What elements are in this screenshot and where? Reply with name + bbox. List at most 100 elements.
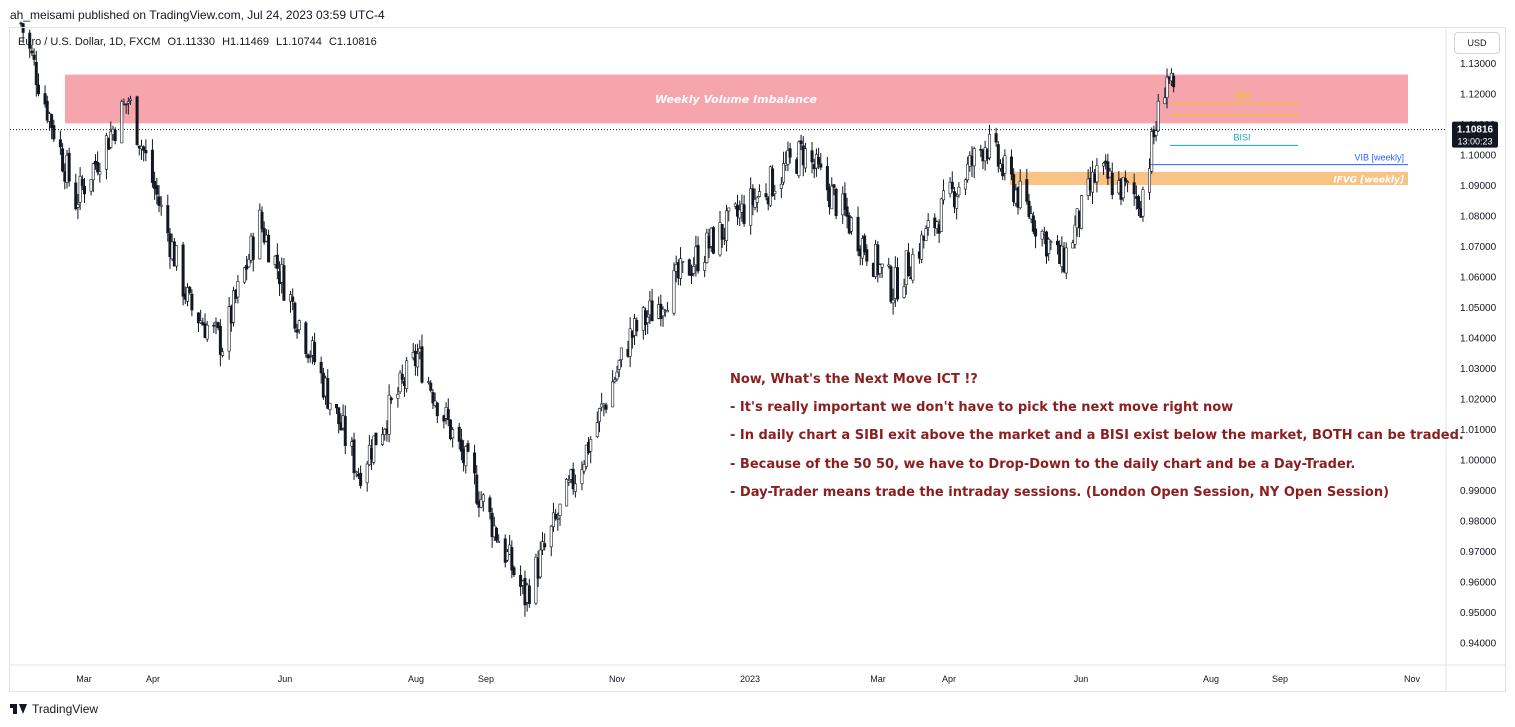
- y-tick-label: 1.04000: [1460, 334, 1497, 345]
- y-tick-label: 1.07000: [1460, 242, 1497, 253]
- candle-body: [856, 216, 860, 252]
- candle-body: [32, 54, 36, 60]
- candle-body: [497, 541, 501, 543]
- candle-body: [863, 235, 867, 253]
- candle-body: [1101, 162, 1105, 167]
- candle-body: [78, 175, 82, 203]
- last-price-value: 1.10816: [1457, 125, 1494, 136]
- candle-body: [580, 469, 584, 484]
- candle-body: [159, 204, 163, 207]
- x-tick-label: Mar: [76, 674, 92, 684]
- candle-body: [817, 157, 821, 165]
- candle-body: [512, 567, 516, 576]
- candle-body: [979, 148, 983, 151]
- candle-body: [58, 139, 62, 148]
- y-tick-label: 1.05000: [1460, 303, 1497, 314]
- candle-body: [429, 382, 433, 391]
- candle-body: [1025, 179, 1029, 202]
- candle-body: [420, 346, 424, 383]
- candle-body: [67, 152, 71, 182]
- candle-body: [1141, 189, 1145, 217]
- candle-body: [543, 543, 547, 548]
- candle-body: [924, 228, 928, 242]
- candle-body: [295, 329, 299, 333]
- candle-body: [359, 472, 363, 486]
- candle-body: [672, 270, 676, 314]
- candle-body: [788, 148, 792, 158]
- x-tick-label: Mar: [870, 674, 886, 684]
- candle-body: [494, 527, 498, 541]
- candle-body: [1040, 231, 1044, 240]
- candle-body: [604, 404, 608, 410]
- candle-body: [1110, 172, 1114, 196]
- candle-body: [166, 205, 170, 234]
- currency-button[interactable]: USD: [1454, 32, 1500, 54]
- candle-body: [89, 179, 93, 192]
- candle-body: [282, 265, 286, 301]
- candle-body: [703, 262, 707, 271]
- candle-body: [61, 148, 65, 172]
- candle-body: [457, 426, 461, 442]
- candle-body: [1156, 100, 1160, 132]
- candle-body: [757, 191, 761, 197]
- candle-body: [431, 392, 435, 404]
- candle-body: [124, 103, 128, 106]
- candle-body: [157, 196, 161, 206]
- y-tick-label: 0.99000: [1460, 486, 1497, 497]
- candle-body: [832, 184, 836, 188]
- candle-body: [242, 267, 246, 283]
- candle-body: [490, 512, 494, 538]
- y-tick-label: 1.08000: [1460, 212, 1497, 223]
- candle-body: [21, 23, 25, 33]
- candle-body: [926, 220, 930, 228]
- candle-body: [687, 259, 691, 276]
- close-value: C1.10816: [328, 36, 377, 48]
- candle-body: [120, 101, 124, 144]
- note-line: - In daily chart a SIBI exit above the m…: [730, 428, 1464, 444]
- candle-body: [1064, 247, 1068, 274]
- y-tick-label: 0.97000: [1460, 547, 1497, 558]
- candle-body: [742, 204, 746, 224]
- candle-body: [876, 244, 880, 275]
- candle-body: [902, 286, 906, 298]
- candle-body: [326, 378, 330, 409]
- vib-weekly-level-label: VIB [weekly]: [1354, 153, 1404, 163]
- y-tick-label: 1.09000: [1460, 181, 1497, 192]
- candle-body: [567, 480, 571, 483]
- candle-body: [1154, 130, 1158, 136]
- candle-body: [711, 227, 715, 254]
- candle-body: [1150, 131, 1154, 172]
- candle-body: [267, 234, 271, 263]
- candle-body: [889, 266, 893, 302]
- candle-body: [109, 131, 113, 148]
- footer-brand[interactable]: TradingView: [10, 702, 98, 716]
- candle-body: [199, 320, 203, 323]
- candle-body: [628, 328, 632, 357]
- x-tick-label: Jun: [278, 674, 293, 684]
- candle-body: [503, 538, 507, 563]
- candle-body: [328, 402, 332, 411]
- candle-body: [36, 84, 40, 95]
- candle-body: [52, 125, 56, 140]
- candle-body: [646, 316, 650, 323]
- tradingview-logo-icon: [10, 704, 27, 714]
- candle-body: [534, 556, 538, 604]
- candle-body: [405, 360, 409, 389]
- candle-body: [104, 135, 108, 170]
- published-line: ah_meisami published on TradingView.com,…: [10, 8, 385, 22]
- candle-body: [843, 193, 847, 210]
- sibi-level-label: SIBI: [1233, 90, 1250, 100]
- candle-body: [613, 379, 617, 382]
- candle-body: [565, 479, 569, 507]
- candle-body: [43, 93, 47, 105]
- note-line: - Because of the 50 50, we have to Drop-…: [730, 456, 1356, 472]
- candle-body: [1121, 177, 1125, 199]
- candle-body: [354, 471, 358, 474]
- weekly-volume-imbalance-label: Weekly Volume Imbalance: [655, 93, 817, 106]
- y-tick-label: 0.94000: [1460, 639, 1497, 650]
- candle-body: [505, 551, 509, 561]
- symbol-name[interactable]: Euro / U.S. Dollar, 1D, FXCM: [18, 36, 161, 48]
- y-tick-label: 1.02000: [1460, 395, 1497, 406]
- candle-body: [617, 360, 621, 370]
